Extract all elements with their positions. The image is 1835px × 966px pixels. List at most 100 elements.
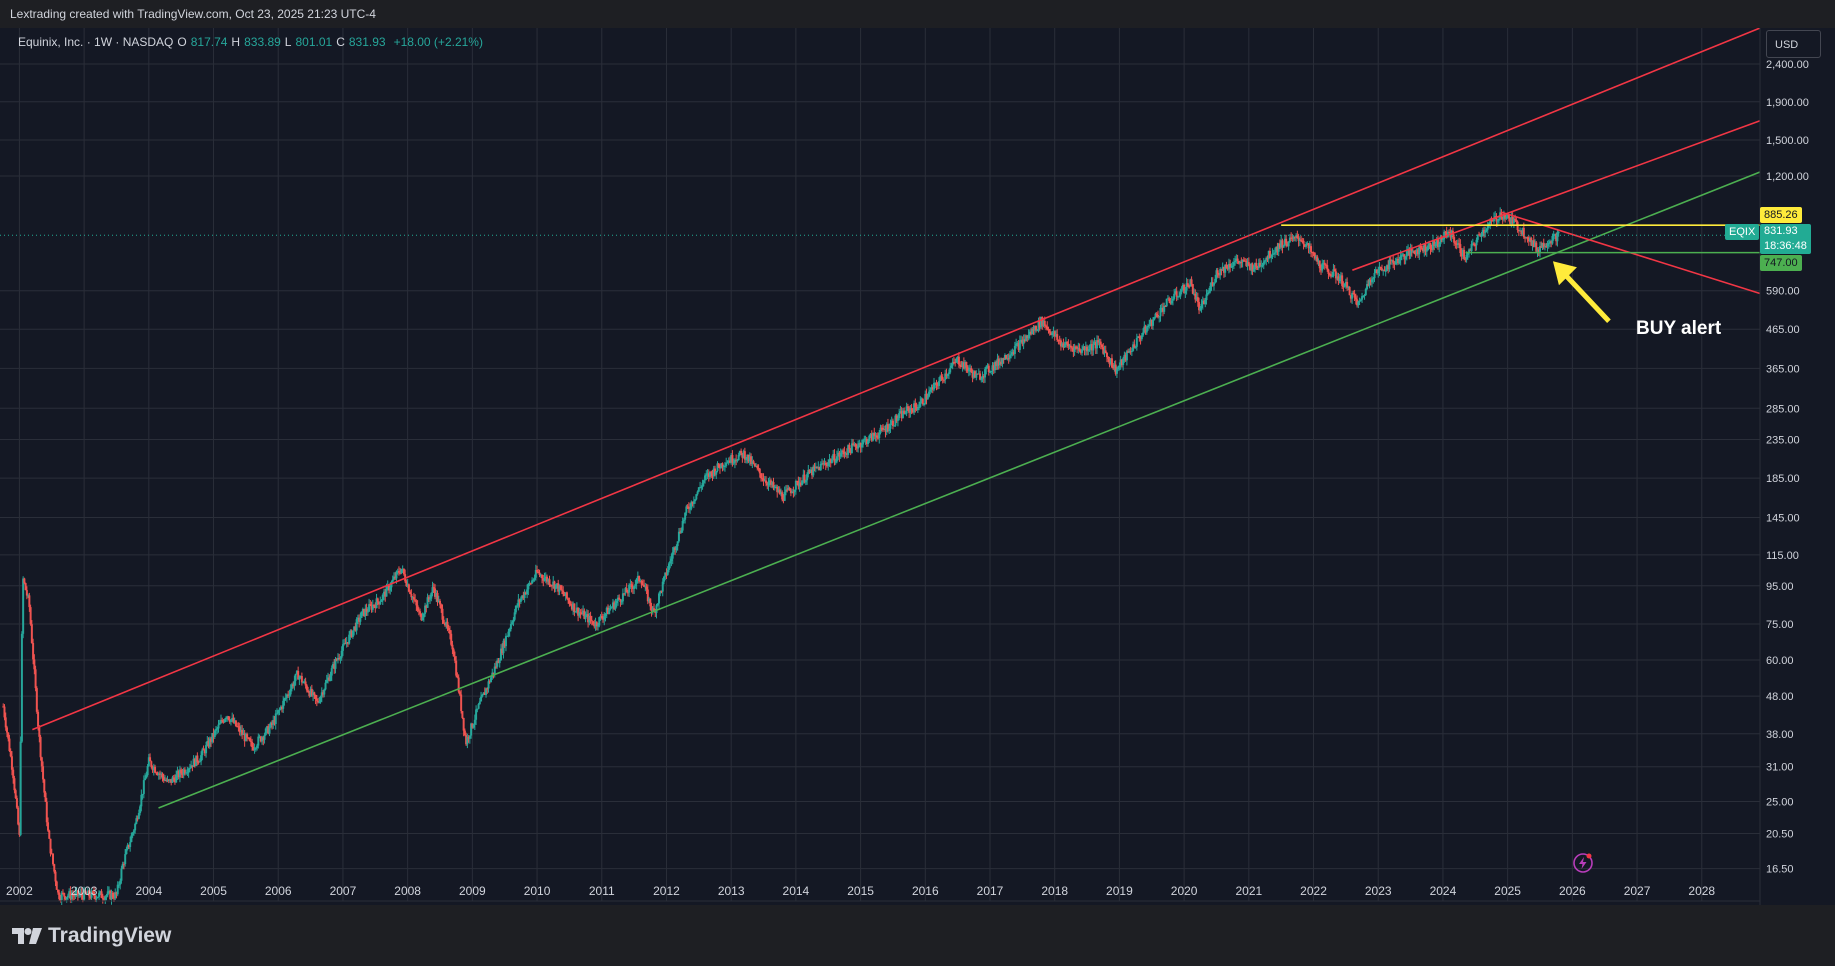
- candle-body: [1071, 347, 1074, 349]
- time-tick-label: 2017: [977, 884, 1004, 898]
- candle-body: [222, 721, 225, 723]
- candle-body: [735, 459, 738, 461]
- candle-body: [159, 773, 162, 775]
- candle-body: [1250, 263, 1253, 270]
- candle-body: [1384, 271, 1387, 273]
- candle-body: [30, 624, 33, 643]
- candle-body: [630, 584, 633, 588]
- candle-body: [644, 586, 647, 588]
- candle-body: [319, 696, 322, 702]
- candle-body: [869, 433, 872, 436]
- candle-body: [1291, 237, 1294, 239]
- candle-body: [705, 474, 708, 476]
- close-key: C: [336, 35, 345, 49]
- candle-body: [478, 701, 481, 705]
- candle-body: [42, 766, 45, 780]
- symbol-legend[interactable]: Equinix, Inc. · 1W · NASDAQ O 817.74 H 833…: [18, 35, 483, 49]
- candle-body: [1156, 315, 1159, 318]
- candle-body: [117, 884, 120, 886]
- candle-body: [1405, 251, 1408, 257]
- candle-body: [781, 492, 784, 500]
- candle-body: [466, 737, 469, 745]
- candle-body: [207, 741, 210, 747]
- candle-body: [970, 368, 973, 373]
- candle-body: [160, 773, 163, 775]
- currency-selector[interactable]: USD: [1766, 30, 1821, 58]
- candle-body: [1293, 236, 1296, 238]
- candle-body: [624, 588, 627, 594]
- candle-body: [664, 572, 667, 577]
- candle-body: [1059, 340, 1062, 347]
- candle-body: [226, 716, 229, 718]
- symbol-name[interactable]: Equinix, Inc. · 1W · NASDAQ: [18, 35, 174, 49]
- candle-body: [425, 605, 428, 608]
- candle-body: [768, 480, 771, 483]
- candle-body: [736, 460, 739, 462]
- lightning-icon[interactable]: [1572, 852, 1594, 874]
- candle-body: [233, 720, 236, 723]
- candle-body: [689, 508, 692, 510]
- candle-body: [1178, 296, 1181, 298]
- candle-body: [59, 898, 62, 900]
- candle-body: [1308, 246, 1311, 249]
- candle-body: [865, 438, 868, 444]
- candle-body: [901, 410, 904, 419]
- candle-body: [1281, 240, 1284, 248]
- candle-body: [65, 897, 68, 900]
- candle-body: [1465, 254, 1468, 260]
- candle-body: [395, 571, 398, 579]
- candle-body: [1326, 265, 1329, 270]
- candle-body: [935, 382, 938, 386]
- candle-body: [488, 681, 491, 683]
- candle-body: [914, 403, 917, 407]
- candle-body: [1040, 317, 1043, 328]
- candle-body: [648, 598, 651, 602]
- candle-body: [325, 680, 328, 683]
- candle-body: [937, 381, 940, 386]
- candle-body: [1280, 240, 1283, 248]
- candle-body: [190, 765, 193, 768]
- candle-body: [587, 614, 590, 623]
- candle-body: [512, 619, 515, 623]
- candle-body: [215, 729, 218, 731]
- candle-body: [679, 531, 682, 533]
- candle-body: [1215, 270, 1218, 279]
- candle-body: [848, 445, 851, 450]
- candle-body: [519, 598, 522, 602]
- candle-body: [778, 489, 781, 495]
- candle-body: [116, 884, 119, 895]
- candle-body: [333, 664, 336, 669]
- candle-body: [1160, 307, 1163, 309]
- candle-body: [1303, 244, 1306, 247]
- candle-body: [1221, 266, 1224, 271]
- low-key: L: [284, 35, 292, 49]
- candle-body: [234, 720, 237, 727]
- candle-body: [315, 699, 318, 701]
- candle-body: [1315, 256, 1318, 259]
- candle-body: [1242, 259, 1245, 261]
- candle-body: [170, 779, 173, 783]
- candle-body: [1000, 361, 1003, 365]
- candle-body: [965, 362, 968, 368]
- candle-body: [910, 408, 913, 410]
- candle-body: [666, 569, 669, 575]
- candle-body: [547, 579, 550, 582]
- candle-body: [236, 726, 239, 728]
- candle-body: [1043, 320, 1046, 326]
- candle-body: [676, 541, 679, 547]
- tradingview-logo[interactable]: TradingView: [12, 924, 171, 948]
- candle-body: [843, 451, 846, 455]
- price-chart[interactable]: 2,400.00 1,900.00 1,500.00 1,200.00 590.00 46…: [0, 28, 1835, 905]
- candle-body: [32, 642, 35, 660]
- candle-body: [74, 892, 77, 896]
- candle-body: [1249, 264, 1252, 270]
- candle-body: [282, 700, 285, 709]
- candle-body: [1288, 237, 1291, 243]
- candle-body: [577, 607, 580, 616]
- candle-body: [432, 587, 435, 589]
- candle-body: [1087, 350, 1090, 352]
- candle-body: [1267, 250, 1270, 260]
- candle-body: [757, 468, 760, 470]
- candle-body: [1460, 253, 1463, 257]
- candle-body: [22, 578, 25, 634]
